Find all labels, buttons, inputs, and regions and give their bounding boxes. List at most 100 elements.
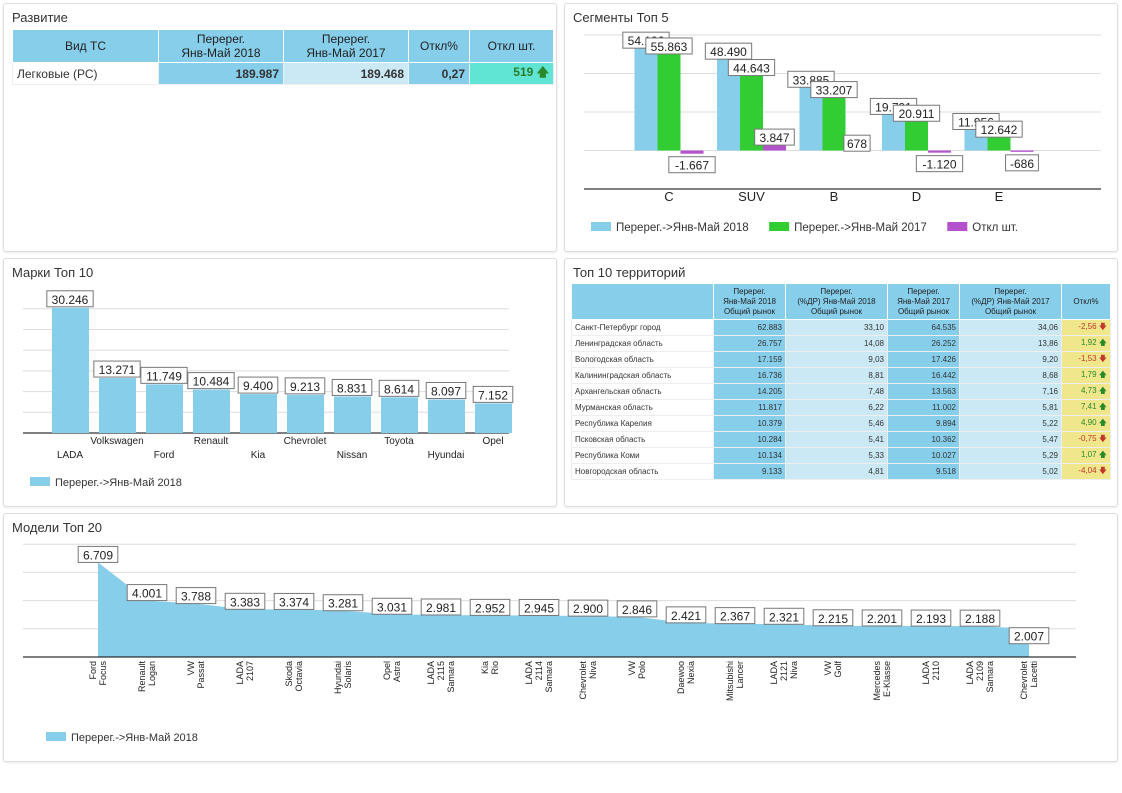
value: 1,07 (1080, 449, 1097, 459)
cell: 4,81 (785, 463, 888, 480)
data-label: 11.749 (146, 369, 182, 383)
data-label: 3.374 (279, 595, 309, 609)
data-label-box (892, 104, 941, 122)
col-header[interactable]: Перерег. Янв-Май 2017 Общий рынок (887, 283, 960, 320)
x-tick-label-line: Niva (789, 661, 799, 679)
cell: 11.817 (713, 399, 786, 416)
data-label: 3.281 (328, 597, 358, 611)
cell: Псковская область (571, 431, 714, 448)
data-label: 2.421 (671, 609, 701, 623)
cell: 5,22 (959, 415, 1062, 432)
data-label-box (616, 600, 658, 618)
x-tick-label-line: Kia (480, 661, 490, 674)
x-tick-label: Nissan (337, 450, 368, 461)
x-tick-label-line: Hyundai (333, 661, 343, 694)
col-header[interactable]: Откл% (408, 29, 470, 63)
panel-title: Развитие (12, 10, 68, 25)
x-tick-label: FordFocus (88, 661, 108, 686)
x-tick-label-line: Focus (98, 661, 108, 686)
x-tick-label: DaewooNexia (676, 661, 696, 694)
cell: 519 🡅 (469, 62, 554, 85)
x-tick-label: SUV (738, 189, 765, 204)
cell: 10.362 (887, 431, 960, 448)
cell: 5,81 (959, 399, 1062, 416)
value: 1,92 (1080, 337, 1097, 347)
x-tick-label-line: VW (186, 660, 196, 675)
cell: 1,79 🡅 (1061, 367, 1111, 384)
value: -0,75 (1078, 433, 1097, 443)
value: 519 (513, 65, 534, 79)
data-label-box (518, 598, 560, 616)
panel-brands: 30.246 LADA 13.271 Volkswagen 11.749 Ford 10.4… (3, 258, 557, 507)
cell: -0,75 🡇 (1061, 431, 1111, 448)
legend-label: Перерег.->Янв-Май 2017 (794, 222, 927, 234)
cell: 189.468 (283, 62, 409, 85)
data-label: 30.246 (52, 293, 89, 307)
value: 1,79 (1080, 369, 1097, 379)
x-tick-label: D (912, 189, 921, 204)
data-label-box (425, 381, 467, 399)
col-header[interactable]: Перерег. (%ДР) Янв-Май 2018 Общий рынок (785, 283, 888, 320)
x-tick-label: VWPassat (186, 660, 206, 688)
col-header[interactable]: Откл шт. (469, 29, 554, 63)
x-tick-label-line: Chevrolet (578, 661, 588, 700)
col-header[interactable]: Перерег. Янв-Май 2018 Общий рынок (713, 283, 786, 320)
legend-swatch (769, 222, 790, 231)
cell: Ленинградская область (571, 335, 714, 352)
col-header[interactable]: Вид ТС (12, 29, 159, 63)
panel-title: Топ 10 территорий (573, 265, 686, 280)
cell: 10.379 (713, 415, 786, 432)
data-label-box (187, 372, 235, 390)
table-row: Псковская область 10.284 5,41 10.362 5,47 -0,… (571, 431, 1111, 448)
data-label-box (959, 609, 1001, 627)
cell: 8,81 (785, 367, 888, 384)
data-label-box (714, 607, 756, 625)
col-header[interactable] (571, 283, 714, 320)
legend-swatch (947, 222, 968, 231)
data-label: 9.400 (243, 379, 273, 393)
col-header[interactable]: Перерег. Янв-Май 2018 (158, 29, 284, 63)
x-tick-label-line: 2107 (245, 661, 255, 681)
bar (680, 150, 704, 154)
legend-label: Перерег.->Янв-Май 2018 (71, 732, 198, 744)
data-label-box (331, 378, 373, 396)
value: -4,04 (1078, 465, 1097, 475)
cell: 9,03 (785, 351, 888, 368)
bar (882, 112, 905, 151)
data-label: 678 (847, 137, 867, 151)
data-label: -1.120 (922, 158, 956, 172)
data-label-box (567, 599, 609, 617)
x-tick-label-line: Renault (137, 661, 147, 693)
cell: 6,22 (785, 399, 888, 416)
data-label-box (378, 379, 420, 397)
col-header[interactable]: Перерег. Янв-Май 2017 (283, 29, 409, 63)
x-tick-label-line: Mitsubishi (725, 661, 735, 701)
x-tick-label: Hyundai (428, 450, 465, 461)
x-tick-label-line: Samara (544, 661, 554, 693)
data-label: 2.367 (720, 610, 750, 624)
x-tick-label: SkodaOctavia (284, 661, 304, 692)
table-row: Вологодская область 17.159 9,03 17.426 9,20-… (571, 351, 1111, 368)
data-label: 3.847 (759, 131, 789, 145)
bar (287, 394, 324, 433)
arrow-up-icon: 🡅 (1098, 369, 1107, 379)
panel-segments: 54.19655.863-1.667C48.49044.6433.847SUV3… (564, 3, 1118, 252)
data-label: 2.321 (769, 610, 799, 624)
col-header[interactable]: Перерег. (%ДР) Янв-Май 2017 Общий рынок (959, 283, 1062, 320)
cell: -4,04 🡇 (1061, 463, 1111, 480)
data-label-box (237, 376, 279, 394)
data-label-box (915, 155, 964, 173)
cell: 34,06 (959, 319, 1062, 336)
panel-models: 6.709 FordFocus 4.001 RenaultLogan 3.788 VWPa… (3, 513, 1118, 762)
x-tick-label-line: 2114 (534, 661, 544, 680)
data-label: 3.788 (181, 590, 211, 604)
cell: -2,56 🡇 (1061, 319, 1111, 336)
cell: 9.518 (887, 463, 960, 480)
x-tick-label: ChevroletLacetti (1019, 661, 1039, 700)
col-header[interactable]: Откл% (1061, 283, 1111, 320)
cell: 5,33 (785, 447, 888, 464)
table-row: Легковые (РС) 189.987 189.468 0,27 519 🡅 (12, 62, 554, 85)
development-table: Вид ТС Перерег. Янв-Май 2018 Перерег. Ян… (12, 29, 554, 85)
bar (822, 86, 846, 151)
cell: 13.563 (887, 383, 960, 400)
